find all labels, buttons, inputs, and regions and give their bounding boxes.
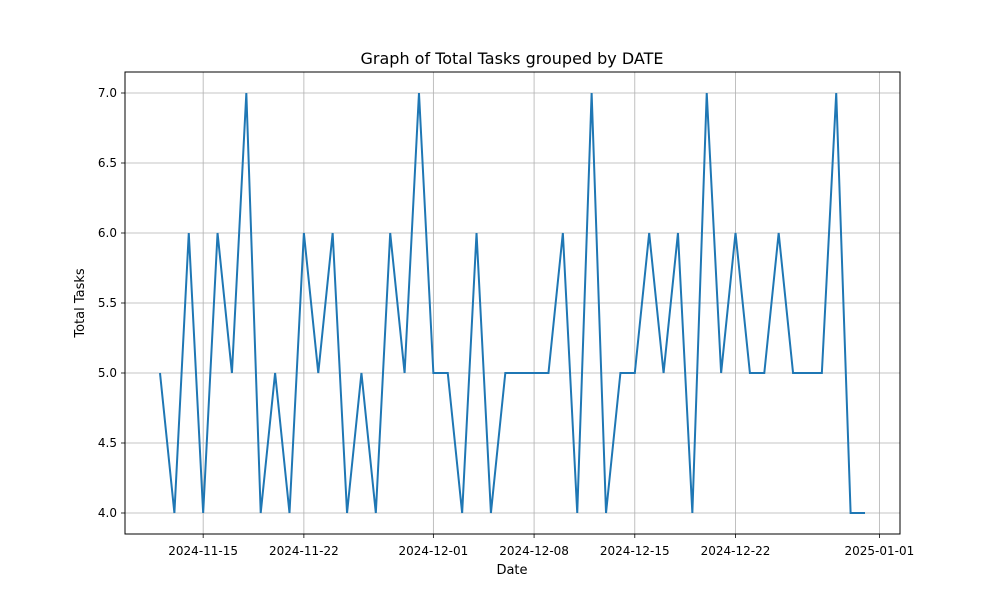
y-tick-label: 6.0 <box>98 226 117 240</box>
y-tick-label: 7.0 <box>98 86 117 100</box>
y-axis-label: Total Tasks <box>73 268 88 339</box>
y-tick-label: 4.0 <box>98 506 117 520</box>
x-tick-label: 2024-12-08 <box>499 544 569 558</box>
y-tick-label: 5.0 <box>98 366 117 380</box>
x-tick-label: 2024-12-15 <box>600 544 670 558</box>
y-tick-label: 4.5 <box>98 436 117 450</box>
x-tick-label: 2024-12-01 <box>398 544 468 558</box>
chart-title: Graph of Total Tasks grouped by DATE <box>361 49 664 68</box>
y-axis-ticks: 4.0 4.5 5.0 5.5 6.0 6.5 7.0 <box>98 86 125 520</box>
series-line <box>159 92 865 514</box>
plot-frame <box>124 71 901 535</box>
x-tick-label: 2024-11-22 <box>269 544 339 558</box>
gridlines <box>125 72 900 534</box>
x-tick-label: 2025-01-01 <box>845 544 915 558</box>
x-axis-label: Date <box>496 563 527 578</box>
y-tick-label: 6.5 <box>98 156 117 170</box>
x-tick-label: 2024-11-15 <box>168 544 238 558</box>
y-tick-label: 5.5 <box>98 296 117 310</box>
x-tick-label: 2024-12-22 <box>701 544 771 558</box>
series-lines <box>159 92 865 514</box>
x-axis-ticks: 2024-11-15 2024-11-22 2024-12-01 2024-12-08… <box>168 534 914 558</box>
